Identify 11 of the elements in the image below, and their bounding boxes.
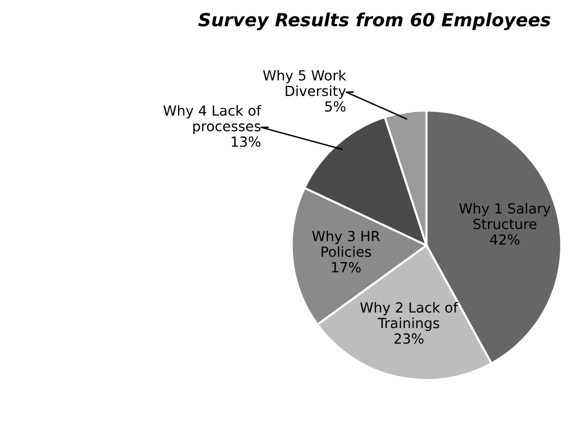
- slice-label: Why 5 Work Diversity: [263, 70, 346, 99]
- data-label: 17%: [332, 262, 361, 272]
- chart-title: Survey Results from 60 Employees: [198, 12, 550, 30]
- slice-label: Why 4 Lack of processes: [163, 105, 262, 134]
- slice-label: Why 2 Lack of Trainings: [360, 302, 458, 331]
- data-label: 5%: [325, 101, 346, 112]
- data-label: 42%: [490, 234, 520, 245]
- data-label: 13%: [232, 136, 260, 147]
- data-label: 23%: [394, 333, 424, 344]
- slice-label: Why 1 Salary Structure: [459, 202, 550, 230]
- slice-label: Why 3 HR Policies: [312, 230, 380, 257]
